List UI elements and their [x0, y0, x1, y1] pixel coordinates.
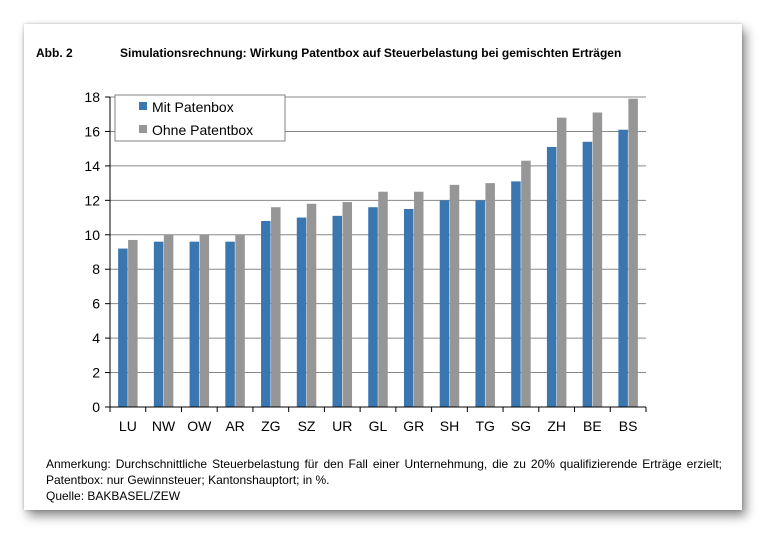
bar-ohne-sz	[306, 203, 317, 407]
note-text: Anmerkung: Durchschnittliche Steuerbelas…	[46, 457, 722, 487]
bar-ohne-tg	[485, 183, 495, 407]
y-tick-label: 6	[92, 296, 100, 312]
x-tick-label: OW	[187, 418, 212, 434]
bar-ohne-gr	[413, 191, 424, 407]
legend-label-mit: Mit Patenbox	[152, 99, 234, 115]
x-tick-label: UR	[332, 418, 352, 434]
x-tick-label: SH	[440, 418, 459, 434]
y-tick-label: 16	[84, 123, 100, 139]
legend-swatch-ohne	[139, 125, 147, 133]
axes	[109, 97, 646, 408]
legend-swatch-mit	[139, 102, 147, 110]
bar-mit-zg	[261, 221, 271, 407]
legend: Mit Patenbox Ohne Patentbox	[114, 94, 286, 142]
bar-mit-lu	[118, 248, 128, 407]
bar-ohne-zg	[271, 207, 281, 407]
bar-ohne-be	[592, 112, 603, 407]
bar-mit-ow	[189, 241, 200, 407]
figure-note: Anmerkung: Durchschnittliche Steuerbelas…	[46, 456, 722, 504]
bar-mit-gl	[368, 207, 378, 407]
x-tick-label: ZG	[261, 418, 280, 434]
bar-ohne-ur	[342, 202, 353, 407]
figure-label: Abb. 2	[36, 46, 73, 60]
bar-ohne-gl	[378, 191, 388, 407]
x-tick-label: GR	[403, 418, 424, 434]
x-tick-label: ZH	[547, 418, 566, 434]
bar-ohne-bs	[628, 98, 638, 407]
y-axis-ticks: 0 2 4 6 8 10 12 14 16 18	[84, 89, 110, 415]
x-tick-label: GL	[369, 418, 388, 434]
gridlines	[110, 96, 646, 374]
bar-mit-ar	[225, 241, 235, 407]
y-tick-label: 12	[84, 192, 100, 208]
bar-ohne-nw	[163, 234, 174, 407]
y-tick-label: 18	[84, 89, 100, 105]
bars	[118, 98, 638, 408]
x-tick-label: AR	[225, 418, 244, 434]
bar-ohne-zh	[556, 117, 567, 408]
y-tick-label: 10	[84, 227, 100, 243]
x-tick-label: NW	[152, 418, 176, 434]
bar-mit-zh	[546, 146, 557, 407]
bar-mit-nw	[153, 241, 164, 407]
bar-ohne-ar	[235, 234, 245, 407]
x-tick-label: SG	[511, 418, 531, 434]
figure-card: Abb. 2 Simulationsrechnung: Wirkung Pate…	[24, 24, 742, 510]
y-tick-label: 2	[92, 365, 100, 381]
bar-ohne-sh	[449, 184, 460, 407]
y-tick-label: 8	[92, 261, 100, 277]
y-tick-label: 14	[84, 158, 100, 174]
bar-ohne-sg	[521, 160, 531, 407]
bar-mit-ur	[332, 215, 343, 407]
bar-mit-sh	[439, 200, 450, 407]
bar-mit-bs	[618, 129, 628, 407]
figure-title: Simulationsrechnung: Wirkung Patentbox a…	[120, 46, 622, 60]
bar-mit-gr	[403, 208, 414, 407]
x-tick-label: LU	[119, 418, 137, 434]
bar-mit-sg	[511, 181, 521, 407]
bar-ohne-ow	[199, 234, 210, 407]
y-tick-label: 0	[92, 399, 100, 415]
bar-chart: 0 2 4 6 8 10 12 14 16 18 LU NW OW AR ZG SZ UR GL GR SH TG SG…	[84, 89, 647, 434]
legend-label-ohne: Ohne Patentbox	[152, 122, 253, 138]
x-tick-label: SZ	[298, 418, 316, 434]
bar-ohne-lu	[128, 239, 138, 407]
x-tick-label: TG	[475, 418, 494, 434]
bar-mit-tg	[475, 200, 485, 407]
source-text: Quelle: BAKBASEL/ZEW	[46, 489, 181, 503]
x-tick-label: BE	[583, 418, 602, 434]
x-axis-ticks: LU NW OW AR ZG SZ UR GL GR SH TG SG ZH BE BS	[109, 407, 647, 434]
y-tick-label: 4	[92, 330, 100, 346]
bar-mit-be	[582, 141, 593, 407]
bar-mit-sz	[296, 217, 307, 407]
x-tick-label: BS	[619, 418, 638, 434]
